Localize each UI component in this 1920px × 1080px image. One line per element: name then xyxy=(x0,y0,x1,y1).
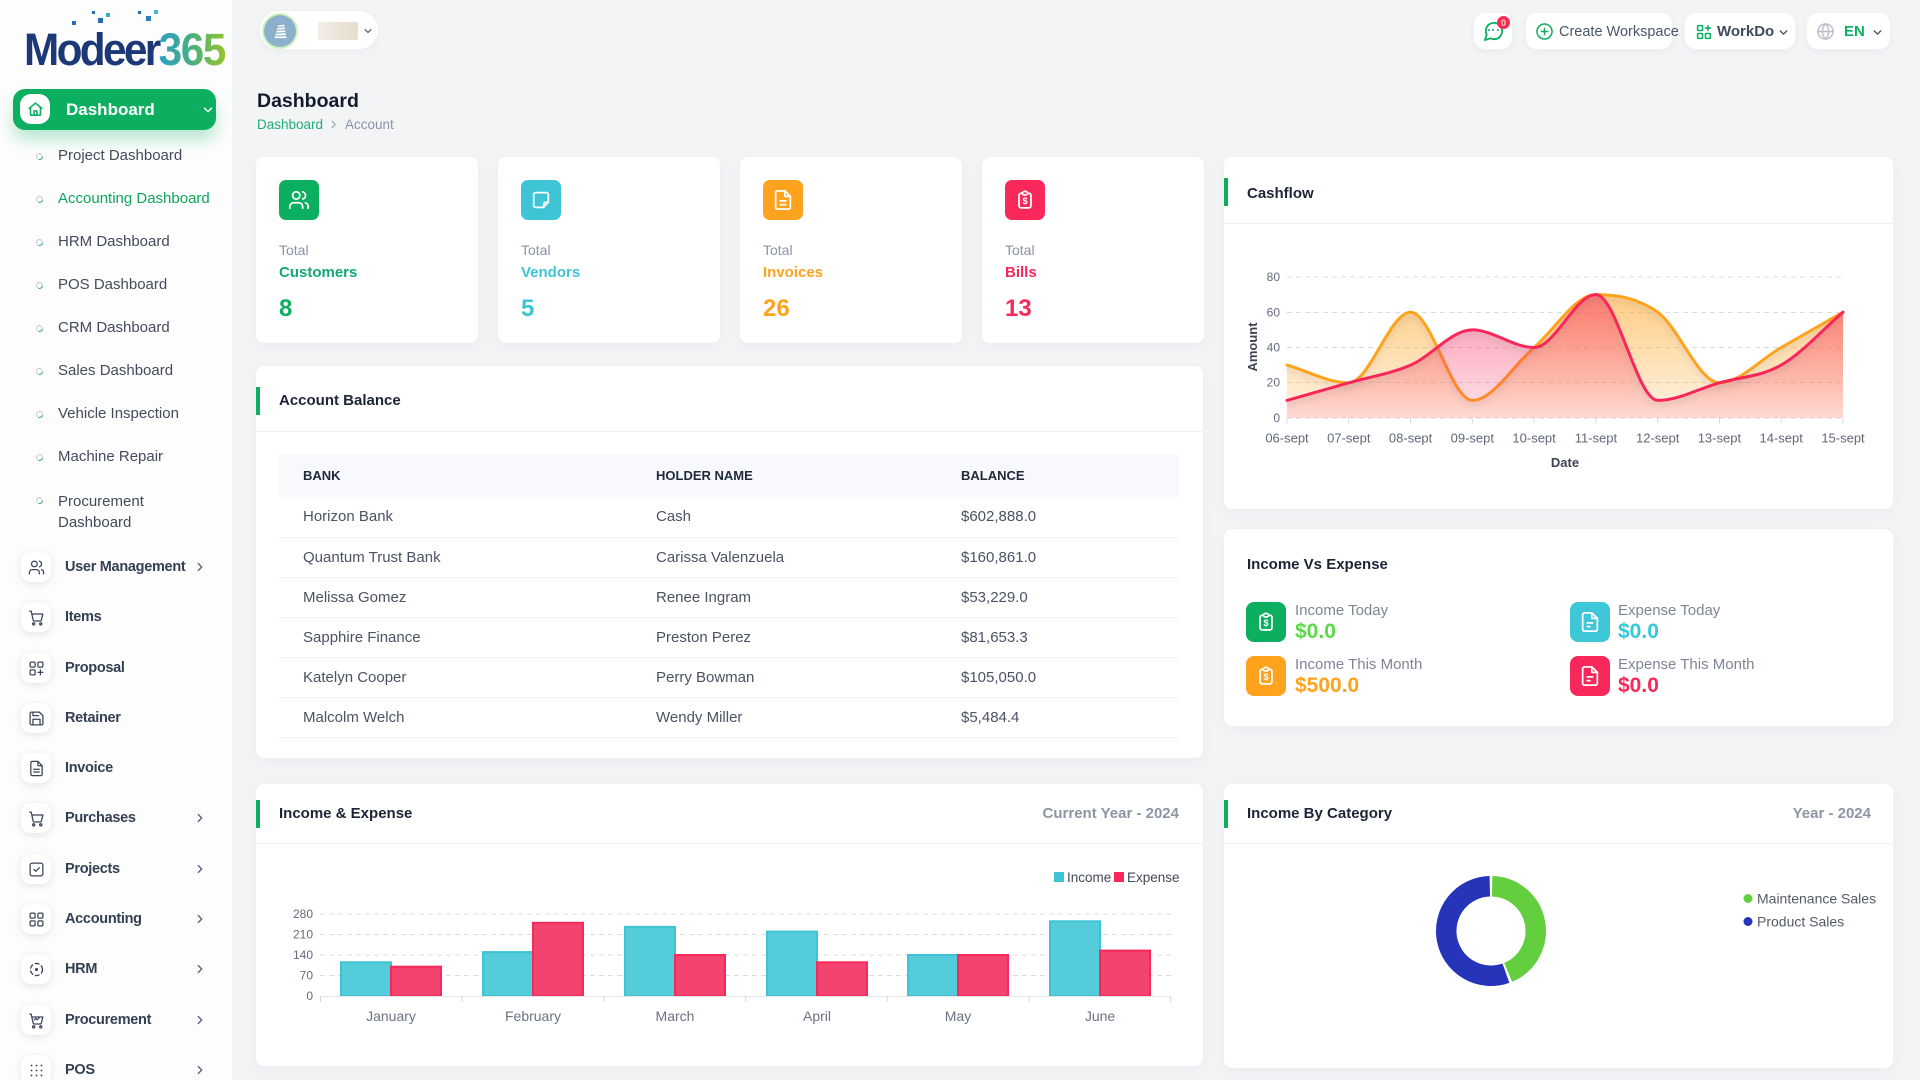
svg-text:$: $ xyxy=(1263,672,1268,682)
svg-text:Maintenance Sales: Maintenance Sales xyxy=(1757,891,1876,907)
svg-text:May: May xyxy=(945,1008,971,1024)
svg-text:140: 140 xyxy=(293,948,313,962)
svg-text:10-sept: 10-sept xyxy=(1512,431,1556,446)
svg-text:20: 20 xyxy=(1267,376,1281,390)
svg-text:06-sept: 06-sept xyxy=(1265,431,1309,446)
svg-text:40: 40 xyxy=(1267,341,1281,355)
svg-text:0: 0 xyxy=(1273,411,1280,425)
svg-text:Amount: Amount xyxy=(1245,322,1260,372)
svg-text:80: 80 xyxy=(1267,270,1281,284)
svg-text:15-sept: 15-sept xyxy=(1821,431,1865,446)
svg-text:June: June xyxy=(1085,1008,1116,1024)
svg-text:13-sept: 13-sept xyxy=(1698,431,1742,446)
svg-text:Date: Date xyxy=(1551,455,1579,470)
svg-text:$: $ xyxy=(1263,618,1268,628)
svg-text:60: 60 xyxy=(1267,306,1281,320)
svg-text:March: March xyxy=(656,1008,695,1024)
svg-text:70: 70 xyxy=(300,969,314,983)
svg-text:07-sept: 07-sept xyxy=(1327,431,1371,446)
svg-text:280: 280 xyxy=(293,907,313,921)
svg-text:08-sept: 08-sept xyxy=(1389,431,1433,446)
svg-text:January: January xyxy=(366,1008,416,1024)
svg-text:$: $ xyxy=(1022,196,1027,206)
svg-text:12-sept: 12-sept xyxy=(1636,431,1680,446)
svg-text:February: February xyxy=(505,1008,561,1024)
svg-text:0: 0 xyxy=(306,989,313,1003)
svg-text:14-sept: 14-sept xyxy=(1760,431,1804,446)
svg-text:09-sept: 09-sept xyxy=(1451,431,1495,446)
svg-text:April: April xyxy=(803,1008,831,1024)
svg-text:11-sept: 11-sept xyxy=(1575,431,1618,446)
svg-text:Product Sales: Product Sales xyxy=(1757,914,1844,930)
svg-text:210: 210 xyxy=(293,928,313,942)
